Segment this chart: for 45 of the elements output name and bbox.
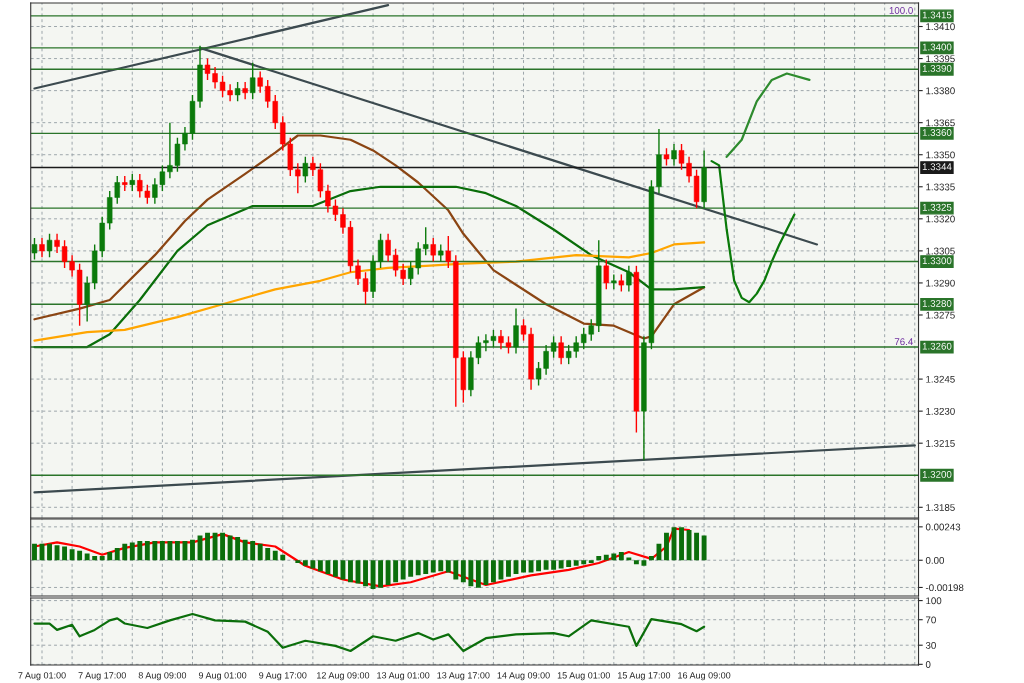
y-tick-label: 0.00 <box>925 556 945 564</box>
y-tick-label: 1.3410 <box>926 23 955 31</box>
y-tick-label: 1.3335 <box>926 183 955 191</box>
x-tick-label: 14 Aug 09:00 <box>497 672 550 681</box>
ref-line-label: 1.3260 <box>922 342 952 350</box>
ref-line-label: 1.3280 <box>922 300 952 307</box>
y-tick-label: 1.3290 <box>926 279 955 287</box>
ref-line-label: 1.3390 <box>922 64 952 72</box>
x-tick-label: 7 Aug 17:00 <box>78 672 126 681</box>
x-tick-label: 13 Aug 17:00 <box>437 672 490 681</box>
y-tick-label: 0.00243 <box>925 523 961 531</box>
x-tick-label: 8 Aug 09:00 <box>138 672 187 681</box>
y-tick-label: 1.3305 <box>926 247 955 255</box>
x-tick-label: 16 Aug 09:00 <box>678 672 731 681</box>
x-tick-label: 15 Aug 17:00 <box>617 672 671 681</box>
y-tick-label: 0 <box>925 661 931 668</box>
y-tick-label: 1.3380 <box>926 87 955 95</box>
ref-line-label: 1.3300 <box>922 257 952 265</box>
ref-line-label: 1.3415 <box>922 11 952 19</box>
y-tick-label: 1.3275 <box>926 311 955 319</box>
ref-line-label: 1.3200 <box>922 470 952 478</box>
y-tick-label: 1.3230 <box>926 407 955 415</box>
y-tick-label: 1.3215 <box>926 439 955 447</box>
y-tick-label: 1.3395 <box>926 55 955 63</box>
ref-line-label: 1.3344 <box>922 163 952 171</box>
annotation: 76.4 <box>894 338 913 346</box>
y-tick-label: 1.3185 <box>926 504 955 511</box>
x-tick-label: 7 Aug 01:00 <box>18 672 66 681</box>
y-tick-label: -0.00198 <box>925 584 964 592</box>
y-tick-label: 1.3320 <box>926 215 955 223</box>
x-tick-label: 9 Aug 01:00 <box>198 672 247 681</box>
x-tick-label: 9 Aug 17:00 <box>259 672 307 681</box>
ref-line-label: 1.3325 <box>922 203 952 211</box>
x-tick-label: 15 Aug 01:00 <box>557 672 610 681</box>
x-tick-label: 12 Aug 09:00 <box>317 672 370 681</box>
x-tick-label: 13 Aug 01:00 <box>377 672 430 681</box>
annotation: 100.0 <box>889 7 913 14</box>
y-tick-label: 1.3245 <box>926 375 955 383</box>
y-tick-label: 100 <box>926 597 942 605</box>
y-tick-label: 30 <box>925 641 936 649</box>
y-tick-label: 70 <box>925 616 936 624</box>
y-tick-label: 1.3350 <box>926 151 955 159</box>
ref-line-label: 1.3360 <box>922 129 952 136</box>
y-tick-label: 1.3365 <box>926 119 955 127</box>
ref-line-label: 1.3400 <box>922 43 952 51</box>
